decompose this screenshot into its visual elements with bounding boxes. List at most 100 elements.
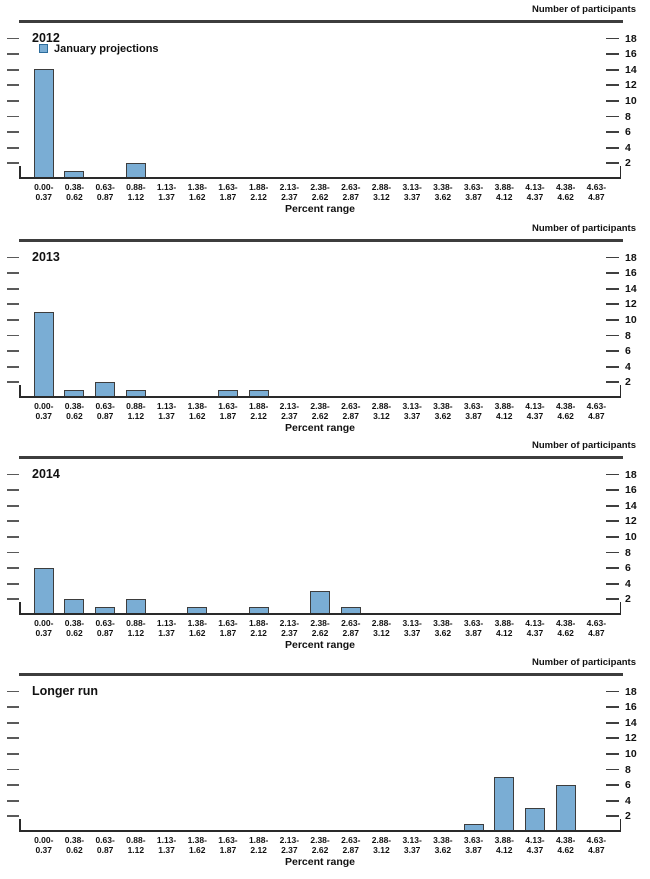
x-tick-label: 4.13- 4.37 [525,835,545,855]
panel-longer-run: Number of participants 2 4 6 8 10 12 14 16 18 Long… [0,653,650,879]
y-tick-left [7,37,19,40]
x-axis-title: Percent range [284,203,356,215]
x-tick-label: 3.38- 3.62 [433,618,453,638]
x-tick-label: 1.88- 2.12 [248,401,269,421]
plot-area [19,678,621,832]
x-tick-label: 3.13- 3.37 [402,835,422,855]
panel-2014: Number of participants 2 4 6 8 10 12 14 16 18 2014… [0,436,650,653]
x-axis-left-stub [19,819,21,830]
y-tick-right [606,287,619,290]
x-tick-label: 1.13- 1.37 [156,618,177,638]
y-tick-left [7,706,19,708]
x-axis-right-stub [619,819,621,830]
x-tick-label: 3.63- 3.87 [463,835,484,855]
x-tick-label: 4.13- 4.37 [525,401,545,421]
bar-4.13-4.37 [524,808,545,830]
x-tick-label: 3.88- 4.12 [494,618,514,638]
x-axis-left-stub [19,385,21,396]
bar-3.88-4.12 [494,776,515,830]
y-tick-left [7,473,19,476]
legend-label: January projections [54,43,159,55]
y-tick-left [7,334,19,337]
bar-1.38-1.62 [187,606,208,613]
x-tick-label: 1.38- 1.62 [187,618,207,638]
x-tick-label: 3.38- 3.62 [433,401,453,421]
y-tick-label: 8 [625,110,631,123]
y-tick-left [7,520,19,523]
y-tick-left [7,287,19,290]
y-tick-right [606,162,619,165]
y-tick-right [606,53,619,55]
y-tick-right [606,489,619,491]
y-tick-label: 18 [625,685,637,698]
x-tick-label: 1.38- 1.62 [187,401,207,421]
y-tick-left [7,721,19,724]
bar-0.00-0.37 [33,69,54,177]
y-tick-left [7,84,19,87]
x-tick-label: 2.13- 2.37 [279,182,300,202]
y-tick-left [7,551,19,554]
y-tick-label: 18 [625,32,637,45]
y-tick-left [7,115,19,118]
x-tick-label: 3.88- 4.12 [494,835,514,855]
x-tick-label: 3.63- 3.87 [463,401,484,421]
x-tick-label: 3.63- 3.87 [463,618,484,638]
y-tick-right [606,256,619,259]
x-tick-label: 1.13- 1.37 [156,401,177,421]
x-tick-label: 1.88- 2.12 [248,182,269,202]
x-tick-label: 3.63- 3.87 [463,182,484,202]
y-tick-right [606,536,619,538]
x-tick-label: 1.13- 1.37 [156,182,177,202]
panel-2012: Number of participants 2 4 6 8 10 12 14 16 18 2012… [0,0,650,219]
y-tick-right [606,303,619,306]
y-tick-label: 10 [625,531,637,543]
x-tick-label: 2.63- 2.87 [341,618,361,638]
y-tick-right [606,68,619,71]
y-tick-label: 16 [625,484,637,497]
x-tick-label: 4.38- 4.62 [555,182,576,202]
y-tick-right [606,737,619,740]
x-tick-label: 0.38- 0.62 [64,182,85,202]
y-tick-label: 2 [625,376,631,389]
y-tick-label: 6 [625,562,631,575]
y-tick-left [7,536,19,538]
y-tick-label: 4 [625,141,631,154]
y-tick-label: 6 [625,779,631,792]
panel-title: 2013 [32,250,60,264]
x-tick-label: 3.13- 3.37 [402,618,422,638]
y-tick-label: 8 [625,546,631,559]
x-tick-label: 4.38- 4.62 [555,401,576,421]
x-axis-right-stub [619,166,621,177]
y-tick-right [606,815,619,818]
x-tick-label: 2.88- 3.12 [371,618,392,638]
x-axis-title: Percent range [284,422,356,434]
y-tick-left [7,690,19,693]
x-tick-label: 2.38- 2.62 [310,618,330,638]
top-rule [19,20,623,23]
y-tick-right [606,598,619,601]
y-tick-label: 12 [625,298,637,311]
x-tick-label: 2.38- 2.62 [310,401,330,421]
x-tick-label: 3.38- 3.62 [433,835,453,855]
x-tick-label: 2.88- 3.12 [371,401,392,421]
plot-area [19,25,621,179]
y-tick-right [606,690,619,693]
x-tick-label: 3.88- 4.12 [494,182,514,202]
x-tick-label: 3.13- 3.37 [402,182,422,202]
x-tick-label: 4.13- 4.37 [525,182,545,202]
panel-title: 2014 [32,467,60,481]
bar-3.63-3.87 [463,823,484,830]
x-tick-label: 4.63- 4.87 [586,835,607,855]
y-tick-right [606,799,619,802]
y-tick-left [7,146,19,149]
plot-area [19,461,621,615]
y-tick-right [606,272,619,274]
y-tick-right [606,319,619,321]
x-tick-label: 2.63- 2.87 [341,401,361,421]
x-tick-label: 2.13- 2.37 [279,835,300,855]
x-tick-label: 0.88- 1.12 [126,182,146,202]
x-axis-left-stub [19,602,21,613]
y-tick-left [7,753,19,755]
y-tick-left [7,272,19,274]
x-tick-label: 1.88- 2.12 [248,618,269,638]
